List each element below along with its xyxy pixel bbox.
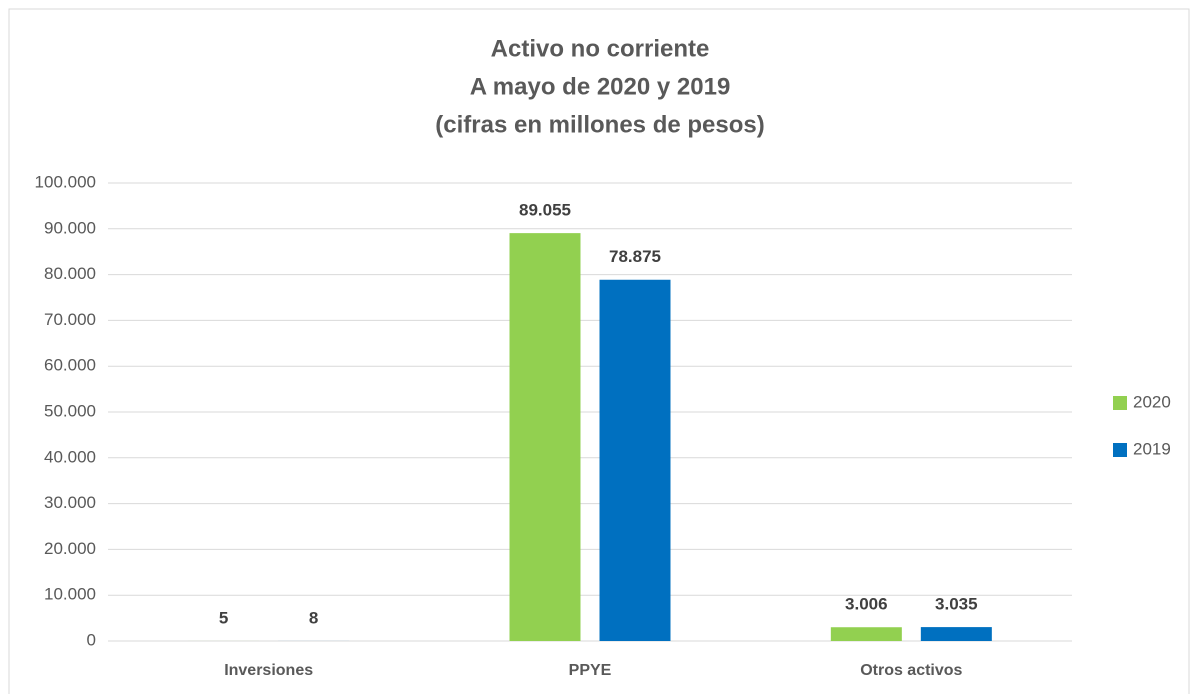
data-label: 78.875 [609, 247, 661, 266]
y-tick-label: 0 [87, 630, 96, 649]
legend-swatch [1113, 443, 1127, 457]
chart-border [8, 8, 1190, 694]
chart-title: A mayo de 2020 y 2019 [470, 73, 731, 100]
legend-label: 2019 [1133, 439, 1171, 458]
y-tick-label: 30.000 [44, 493, 96, 512]
chart-title: (cifras en millones de pesos) [435, 111, 764, 138]
legend-swatch [1113, 396, 1127, 410]
x-tick-label: Otros activos [860, 662, 962, 679]
chart-title: Activo no corriente [491, 35, 710, 62]
data-label: 5 [219, 608, 228, 627]
data-label: 3.035 [935, 595, 978, 614]
y-tick-label: 90.000 [44, 218, 96, 237]
x-tick-label: PPYE [569, 662, 612, 679]
data-label: 3.006 [845, 595, 888, 614]
bar [920, 627, 992, 641]
y-tick-label: 100.000 [35, 172, 96, 191]
y-tick-label: 10.000 [44, 585, 96, 604]
x-tick-label: Inversiones [224, 662, 313, 679]
y-tick-label: 20.000 [44, 539, 96, 558]
y-tick-label: 70.000 [44, 310, 96, 329]
y-tick-label: 50.000 [44, 401, 96, 420]
bar [509, 233, 581, 641]
y-tick-label: 40.000 [44, 447, 96, 466]
bar [830, 627, 902, 641]
y-tick-label: 60.000 [44, 356, 96, 375]
data-label: 89.055 [519, 201, 571, 220]
data-label: 8 [309, 608, 318, 627]
y-tick-label: 80.000 [44, 264, 96, 283]
bar [599, 279, 671, 641]
legend-label: 2020 [1133, 392, 1171, 411]
